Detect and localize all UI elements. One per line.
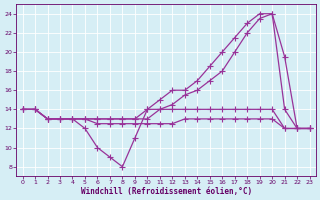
X-axis label: Windchill (Refroidissement éolien,°C): Windchill (Refroidissement éolien,°C) (81, 187, 252, 196)
